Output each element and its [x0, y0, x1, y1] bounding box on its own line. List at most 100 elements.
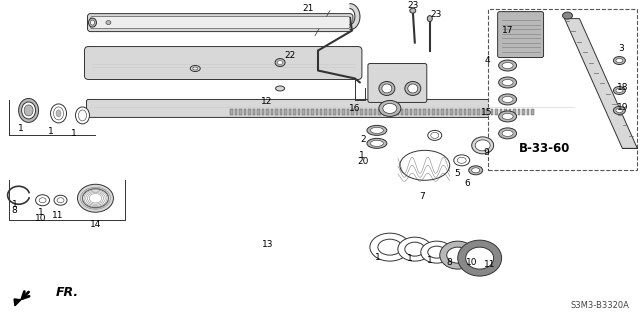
Bar [356, 109, 358, 115]
Ellipse shape [428, 16, 432, 22]
Ellipse shape [616, 108, 623, 112]
Bar [522, 109, 525, 115]
Bar [387, 109, 390, 115]
Text: 1: 1 [18, 124, 24, 133]
Bar [432, 109, 435, 115]
Ellipse shape [616, 88, 623, 93]
Text: 22: 22 [284, 51, 296, 60]
Ellipse shape [458, 240, 502, 276]
Text: 10: 10 [466, 258, 477, 267]
Ellipse shape [408, 84, 418, 93]
Bar [342, 109, 345, 115]
Ellipse shape [382, 84, 392, 93]
Bar [509, 109, 511, 115]
Bar [302, 109, 305, 115]
FancyBboxPatch shape [88, 14, 353, 32]
Text: 1: 1 [47, 127, 53, 136]
Bar [504, 109, 507, 115]
Bar [488, 9, 637, 170]
Text: 14: 14 [90, 220, 101, 229]
Text: 5: 5 [454, 169, 460, 178]
Bar [280, 109, 282, 115]
Ellipse shape [90, 20, 95, 25]
Bar [365, 109, 367, 115]
Ellipse shape [563, 12, 573, 19]
Bar [262, 109, 264, 115]
Text: 17: 17 [502, 26, 513, 35]
Ellipse shape [431, 132, 439, 138]
Ellipse shape [405, 242, 425, 256]
Bar [473, 109, 475, 115]
Ellipse shape [502, 114, 513, 119]
Text: 11: 11 [484, 260, 495, 269]
Bar [405, 109, 408, 115]
Ellipse shape [106, 21, 111, 25]
Ellipse shape [466, 247, 493, 269]
Ellipse shape [475, 140, 490, 151]
Text: 15: 15 [481, 108, 492, 117]
Bar [441, 109, 444, 115]
Bar [392, 109, 394, 115]
Bar [428, 109, 430, 115]
Bar [477, 109, 479, 115]
Text: 20: 20 [357, 157, 369, 166]
Ellipse shape [54, 107, 63, 120]
Bar [230, 109, 233, 115]
Text: 23: 23 [407, 1, 419, 10]
Text: 9: 9 [484, 148, 490, 157]
Ellipse shape [190, 65, 200, 71]
Text: S3M3-B3320A: S3M3-B3320A [570, 301, 629, 310]
Bar [316, 109, 318, 115]
Bar [423, 109, 426, 115]
Ellipse shape [502, 79, 513, 85]
Text: 2: 2 [360, 135, 365, 144]
Ellipse shape [383, 103, 397, 114]
Ellipse shape [275, 58, 285, 67]
Bar [338, 109, 340, 115]
Bar [239, 109, 242, 115]
Ellipse shape [36, 195, 49, 206]
FancyBboxPatch shape [368, 63, 427, 102]
Ellipse shape [88, 18, 97, 27]
Bar [324, 109, 327, 115]
Bar [369, 109, 372, 115]
Bar [531, 109, 534, 115]
Ellipse shape [57, 198, 64, 203]
Ellipse shape [378, 239, 402, 255]
Ellipse shape [472, 137, 493, 154]
Text: 1: 1 [407, 254, 413, 263]
Ellipse shape [499, 111, 516, 122]
Ellipse shape [420, 241, 452, 263]
Ellipse shape [79, 110, 86, 121]
Ellipse shape [76, 107, 90, 124]
Text: 1: 1 [38, 208, 44, 217]
Ellipse shape [367, 138, 387, 148]
Ellipse shape [77, 184, 113, 212]
Text: 11: 11 [52, 211, 63, 220]
Ellipse shape [502, 130, 513, 137]
Bar [486, 109, 489, 115]
Ellipse shape [613, 86, 625, 94]
Bar [401, 109, 403, 115]
Bar [414, 109, 417, 115]
Text: 8: 8 [447, 258, 452, 267]
Ellipse shape [278, 61, 283, 64]
Ellipse shape [193, 67, 198, 70]
Bar [383, 109, 385, 115]
Bar [271, 109, 273, 115]
Bar [311, 109, 314, 115]
Ellipse shape [405, 81, 420, 95]
Ellipse shape [371, 127, 383, 133]
Text: 8: 8 [12, 206, 17, 215]
Ellipse shape [454, 155, 470, 166]
Bar [248, 109, 251, 115]
Bar [513, 109, 516, 115]
Ellipse shape [447, 247, 468, 263]
Ellipse shape [502, 63, 513, 69]
Text: 3: 3 [618, 44, 624, 53]
Text: 12: 12 [261, 97, 273, 106]
Ellipse shape [428, 130, 442, 140]
Ellipse shape [22, 102, 36, 119]
Ellipse shape [440, 241, 476, 269]
Ellipse shape [367, 125, 387, 135]
